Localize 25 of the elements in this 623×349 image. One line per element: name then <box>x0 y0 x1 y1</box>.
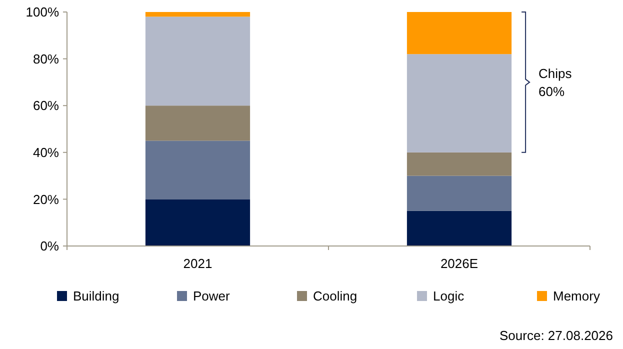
bar <box>406 12 512 54</box>
legend-label: Logic <box>433 288 465 304</box>
legend-label: Cooling <box>313 288 358 304</box>
legend-label: Power <box>193 288 231 304</box>
bar <box>406 210 512 246</box>
y-tick-label: 80% <box>32 51 60 66</box>
y-tick-label: 20% <box>32 192 60 207</box>
bar <box>406 152 512 176</box>
y-tick-label: 0% <box>40 238 60 254</box>
annotation: Chips 60% <box>538 66 572 100</box>
bar <box>145 16 250 106</box>
bar <box>145 199 250 246</box>
bar <box>406 176 512 211</box>
legend-label: Building <box>73 288 120 304</box>
y-tick-label: 40% <box>32 144 60 160</box>
bar <box>145 140 250 200</box>
bar <box>145 106 250 141</box>
legend-label: Memory <box>553 288 600 304</box>
x-tick-label: 2026E <box>440 256 478 271</box>
source-note: Source: 27.08.2026 <box>500 328 613 343</box>
bar <box>406 54 512 152</box>
y-tick-label: 100% <box>26 4 60 20</box>
y-tick-label: 60% <box>32 98 60 114</box>
x-tick-label: 2021 <box>183 256 212 271</box>
bar <box>145 12 250 17</box>
